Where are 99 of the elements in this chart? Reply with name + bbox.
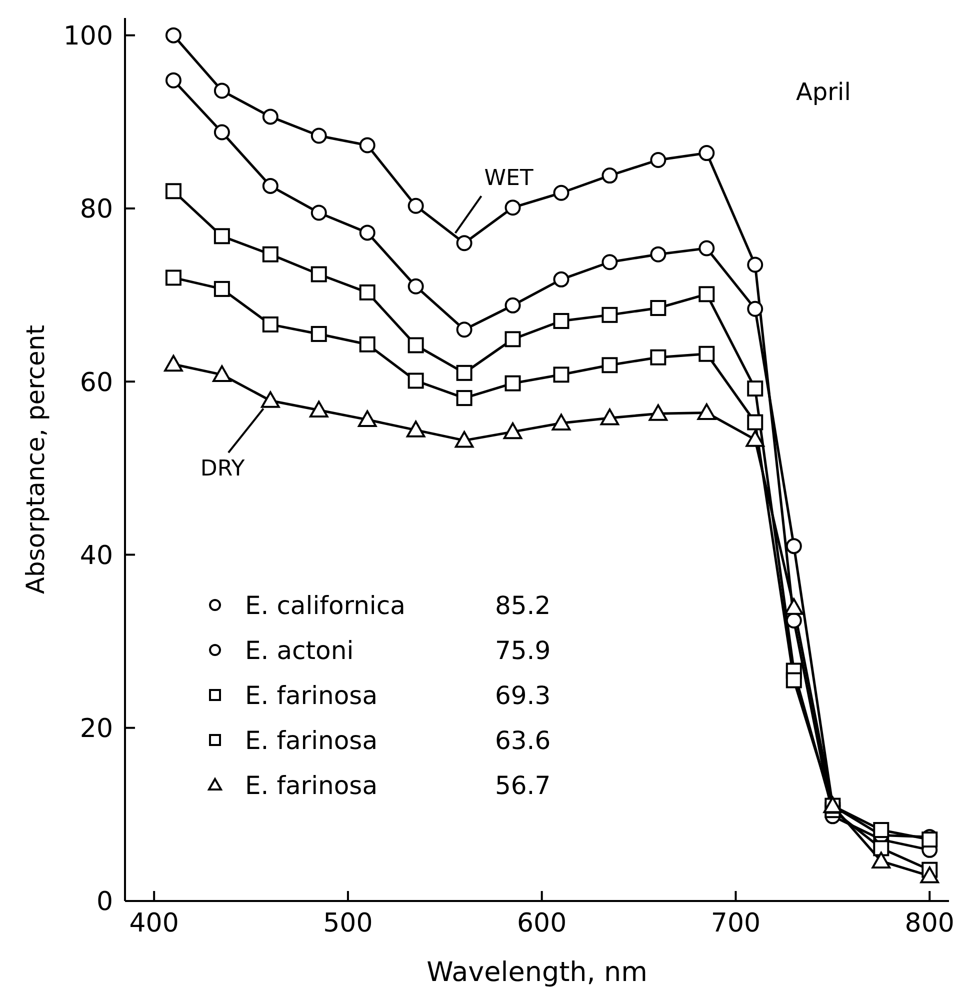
point — [503, 422, 522, 440]
annotation: 85.2 — [495, 591, 551, 620]
point — [602, 254, 618, 270]
point — [408, 278, 424, 294]
point — [873, 840, 890, 856]
point — [600, 408, 620, 426]
point — [359, 224, 376, 241]
point — [602, 306, 618, 323]
point — [214, 82, 230, 99]
point — [456, 235, 472, 252]
point — [747, 300, 764, 317]
point — [214, 280, 230, 297]
point — [648, 404, 668, 421]
point — [310, 128, 327, 144]
point — [165, 27, 182, 44]
y-tick-label: 80 — [80, 194, 113, 225]
point — [698, 240, 715, 256]
y-tick-label: 20 — [80, 714, 113, 744]
y-tick-label: 100 — [63, 22, 113, 52]
point — [504, 375, 521, 392]
point — [359, 284, 376, 300]
point — [602, 168, 618, 184]
point — [358, 410, 377, 427]
point — [408, 198, 424, 214]
annotation: WET — [484, 166, 534, 192]
y-tick-label: 40 — [80, 540, 113, 571]
point — [920, 866, 940, 884]
x-tick-label: 500 — [323, 908, 373, 938]
point — [261, 391, 280, 408]
point — [650, 152, 666, 168]
point — [408, 337, 424, 354]
x-tick-label: 400 — [129, 908, 179, 938]
point — [746, 430, 765, 447]
point — [553, 312, 570, 329]
point — [456, 390, 472, 406]
point — [262, 178, 278, 194]
point — [747, 414, 764, 430]
x-tick-label: 700 — [710, 908, 761, 938]
point — [406, 420, 426, 438]
point — [456, 364, 472, 381]
point — [922, 832, 938, 848]
point — [786, 672, 802, 688]
legend-label: E. farinosa — [245, 681, 378, 710]
point — [698, 286, 715, 302]
x-axis-title: Wavelength, nm — [426, 957, 648, 988]
annotation: DRY — [200, 456, 246, 482]
point — [602, 357, 618, 374]
point — [697, 403, 716, 420]
point — [310, 266, 327, 282]
y-tick-label: 0 — [96, 887, 113, 918]
x-tick-label: 800 — [904, 908, 954, 938]
point — [262, 108, 278, 125]
point — [504, 200, 521, 216]
point — [164, 354, 183, 372]
point — [650, 349, 666, 366]
point — [698, 346, 715, 362]
legend-label: E. farinosa — [245, 771, 378, 800]
point — [309, 400, 328, 418]
point — [553, 271, 570, 288]
legend-label: E. californica — [245, 591, 406, 620]
point — [214, 124, 230, 140]
point — [359, 336, 376, 352]
point — [310, 204, 327, 221]
annotation: 63.6 — [495, 726, 551, 755]
point — [786, 538, 802, 554]
point — [454, 431, 474, 448]
point — [165, 72, 182, 88]
point — [747, 380, 764, 397]
y-axis-title: Absorptance, percent — [20, 324, 50, 594]
point — [165, 270, 182, 286]
point — [872, 852, 891, 868]
point — [553, 366, 570, 383]
point — [786, 612, 802, 629]
annotation: 75.9 — [495, 636, 551, 665]
legend-label: E. actoni — [245, 636, 354, 665]
point — [873, 822, 890, 838]
point — [698, 145, 715, 162]
point — [214, 228, 230, 244]
x-tick-label: 600 — [517, 908, 567, 938]
point — [650, 300, 666, 316]
annotation: 56.7 — [495, 771, 551, 800]
annotation: 69.3 — [495, 681, 551, 710]
legend-label: E. farinosa — [245, 726, 378, 755]
point — [504, 331, 521, 348]
point — [504, 297, 521, 314]
point — [650, 246, 666, 262]
point — [408, 372, 424, 389]
point — [552, 414, 571, 430]
point — [456, 322, 472, 338]
point — [747, 256, 764, 273]
point — [262, 316, 278, 332]
point — [553, 184, 570, 201]
point — [310, 326, 327, 342]
point — [262, 246, 278, 262]
point — [212, 365, 232, 382]
point — [165, 183, 182, 200]
annotation: April — [796, 78, 851, 106]
y-tick-label: 60 — [80, 368, 113, 398]
point — [359, 137, 376, 154]
